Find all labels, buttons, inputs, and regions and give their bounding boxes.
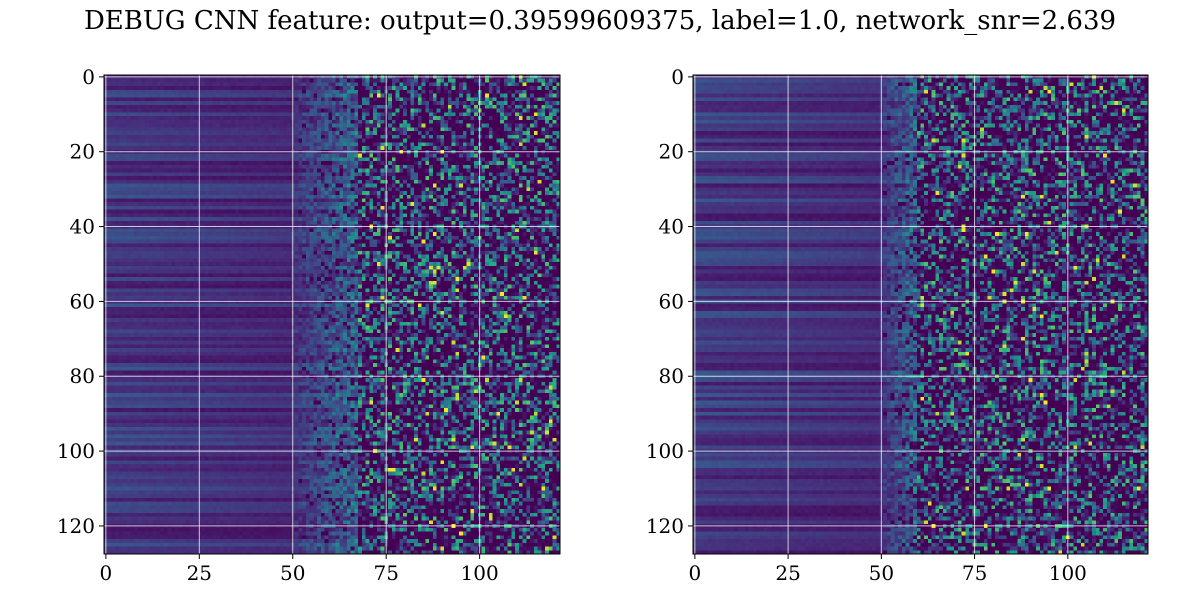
x-tick-label: 0 xyxy=(100,561,113,585)
x-tick-label: 50 xyxy=(869,561,894,585)
y-tick-label: 20 xyxy=(659,140,684,164)
heatmap-cells xyxy=(104,75,560,554)
x-tick-label: 25 xyxy=(187,561,212,585)
y-tick-label: 100 xyxy=(646,439,684,463)
y-tick-label: 60 xyxy=(659,289,684,313)
y-tick-label: 80 xyxy=(70,364,95,388)
y-tick-label: 0 xyxy=(671,65,684,89)
y-tick-label: 20 xyxy=(70,140,95,164)
y-tick-label: 120 xyxy=(646,514,684,538)
x-tick-label: 75 xyxy=(962,561,987,585)
x-tick-label: 25 xyxy=(775,561,800,585)
y-tick-label: 40 xyxy=(659,215,684,239)
figure-title: DEBUG CNN feature: output=0.39599609375,… xyxy=(83,6,1117,36)
x-tick-label: 100 xyxy=(1049,561,1087,585)
y-tick-label: 120 xyxy=(57,514,95,538)
y-tick-label: 0 xyxy=(82,65,95,89)
heatmap-panel-left: 0 25 50 75 100 0 20 40 60 80 100 120 xyxy=(57,65,561,585)
heatmap-panel-right: 0 25 50 75 100 0 20 40 60 80 100 120 xyxy=(646,65,1149,585)
heatmap-cells xyxy=(693,75,1148,554)
y-tick-label: 40 xyxy=(70,215,95,239)
y-tick-label: 60 xyxy=(70,289,95,313)
x-tick-label: 50 xyxy=(280,561,305,585)
x-tick-label: 100 xyxy=(461,561,499,585)
axes-frame xyxy=(103,74,561,555)
x-tick-label: 0 xyxy=(688,561,701,585)
x-tick-label: 75 xyxy=(373,561,398,585)
axes-frame xyxy=(692,74,1149,555)
y-tick-label: 80 xyxy=(659,364,684,388)
y-tick-label: 100 xyxy=(57,439,95,463)
